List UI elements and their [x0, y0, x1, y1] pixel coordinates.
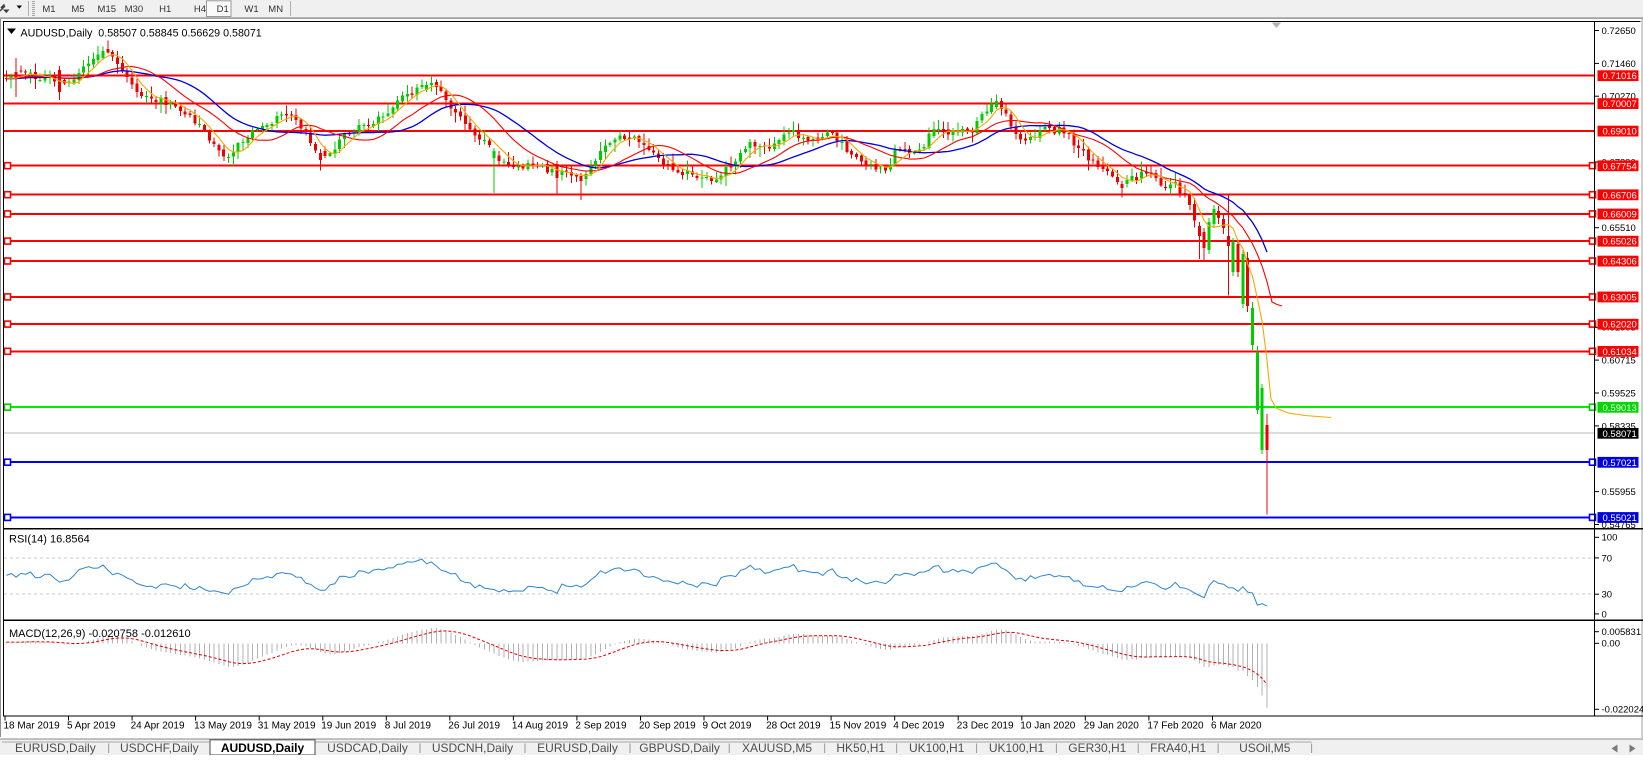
svg-text:0.57021: 0.57021 [1603, 458, 1637, 469]
svg-text:0.70007: 0.70007 [1603, 99, 1637, 110]
svg-text:EURUSD,Daily: EURUSD,Daily [537, 741, 618, 755]
svg-text:2 Sep 2019: 2 Sep 2019 [575, 721, 627, 732]
svg-text:0.59013: 0.59013 [1603, 403, 1637, 414]
svg-text:30: 30 [1602, 590, 1613, 601]
svg-text:0.65026: 0.65026 [1603, 237, 1637, 248]
svg-text:15 Nov 2019: 15 Nov 2019 [830, 721, 887, 732]
svg-text:0.66706: 0.66706 [1603, 190, 1637, 201]
svg-text:HK50,H1: HK50,H1 [836, 741, 885, 755]
svg-text:8 Jul 2019: 8 Jul 2019 [385, 721, 432, 732]
svg-text:26 Jul 2019: 26 Jul 2019 [448, 721, 500, 732]
svg-text:19 Jun 2019: 19 Jun 2019 [321, 721, 376, 732]
svg-text:6 Mar 2020: 6 Mar 2020 [1211, 721, 1262, 732]
svg-text:-0.022024: -0.022024 [1602, 705, 1643, 716]
svg-text:5 Apr 2019: 5 Apr 2019 [67, 721, 116, 732]
svg-text:0.55021: 0.55021 [1603, 513, 1637, 524]
svg-text:0.66009: 0.66009 [1603, 210, 1637, 221]
svg-text:AUDUSD,Daily 0.58507 0.58845: AUDUSD,Daily 0.58507 0.58845 0.56629 0.5… [21, 28, 262, 40]
svg-text:4 Dec 2019: 4 Dec 2019 [893, 721, 945, 732]
svg-text:0.63005: 0.63005 [1603, 293, 1637, 304]
svg-text:AUDUSD,Daily: AUDUSD,Daily [221, 741, 305, 755]
svg-text:10 Jan 2020: 10 Jan 2020 [1020, 721, 1075, 732]
svg-text:0.71460: 0.71460 [1602, 59, 1636, 70]
svg-text:0.00: 0.00 [1602, 639, 1621, 650]
svg-text:0.62020: 0.62020 [1603, 320, 1637, 331]
svg-text:FRA40,H1: FRA40,H1 [1150, 741, 1206, 755]
svg-text:GER30,H1: GER30,H1 [1068, 741, 1126, 755]
svg-text:MACD(12,26,9) -0.020758 -0.012: MACD(12,26,9) -0.020758 -0.012610 [9, 628, 191, 640]
svg-text:14 Aug 2019: 14 Aug 2019 [512, 721, 569, 732]
svg-text:H1: H1 [159, 4, 171, 15]
svg-text:18 Mar 2019: 18 Mar 2019 [4, 721, 61, 732]
svg-text:UK100,H1: UK100,H1 [909, 741, 965, 755]
svg-text:GBPUSD,Daily: GBPUSD,Daily [639, 741, 720, 755]
svg-text:9 Oct 2019: 9 Oct 2019 [703, 721, 752, 732]
svg-text:XAUUSD,M5: XAUUSD,M5 [742, 741, 812, 755]
svg-text:31 May 2019: 31 May 2019 [258, 721, 316, 732]
svg-text:M30: M30 [125, 4, 143, 15]
svg-text:UK100,H1: UK100,H1 [989, 741, 1045, 755]
svg-text:W1: W1 [244, 4, 258, 15]
svg-text:0.69010: 0.69010 [1603, 127, 1637, 138]
svg-text:0.72650: 0.72650 [1602, 26, 1636, 37]
svg-text:0.55955: 0.55955 [1602, 487, 1636, 498]
svg-text:M5: M5 [71, 4, 84, 15]
svg-text:D1: D1 [217, 4, 229, 15]
svg-text:H4: H4 [194, 4, 206, 15]
svg-text:M1: M1 [42, 4, 55, 15]
svg-text:17 Feb 2020: 17 Feb 2020 [1147, 721, 1204, 732]
svg-text:20 Sep 2019: 20 Sep 2019 [639, 721, 696, 732]
svg-text:USDCAD,Daily: USDCAD,Daily [327, 741, 408, 755]
svg-text:USDCNH,Daily: USDCNH,Daily [432, 741, 513, 755]
svg-text:MN: MN [268, 4, 283, 15]
svg-text:0: 0 [1602, 609, 1607, 620]
svg-text:EURUSD,Daily: EURUSD,Daily [15, 741, 96, 755]
svg-text:23 Dec 2019: 23 Dec 2019 [957, 721, 1014, 732]
svg-text:28 Oct 2019: 28 Oct 2019 [766, 721, 821, 732]
svg-text:0.58071: 0.58071 [1603, 429, 1637, 440]
svg-text:RSI(14) 16.8564: RSI(14) 16.8564 [9, 534, 90, 546]
svg-text:0.64306: 0.64306 [1603, 257, 1637, 268]
svg-text:29 Jan 2020: 29 Jan 2020 [1084, 721, 1139, 732]
svg-text:M15: M15 [98, 4, 116, 15]
svg-text:USOil,M5: USOil,M5 [1239, 741, 1291, 755]
svg-text:0.61034: 0.61034 [1603, 347, 1637, 358]
svg-text:USDCHF,Daily: USDCHF,Daily [120, 741, 199, 755]
svg-text:24 Apr 2019: 24 Apr 2019 [131, 721, 185, 732]
svg-text:0.59525: 0.59525 [1602, 388, 1636, 399]
svg-text:0.65510: 0.65510 [1602, 223, 1636, 234]
svg-text:13 May 2019: 13 May 2019 [194, 721, 252, 732]
svg-text:0.71016: 0.71016 [1603, 71, 1637, 82]
svg-text:70: 70 [1602, 553, 1613, 564]
svg-text:100: 100 [1602, 533, 1618, 544]
svg-text:0.005831: 0.005831 [1602, 627, 1642, 638]
svg-text:0.67754: 0.67754 [1603, 161, 1637, 172]
